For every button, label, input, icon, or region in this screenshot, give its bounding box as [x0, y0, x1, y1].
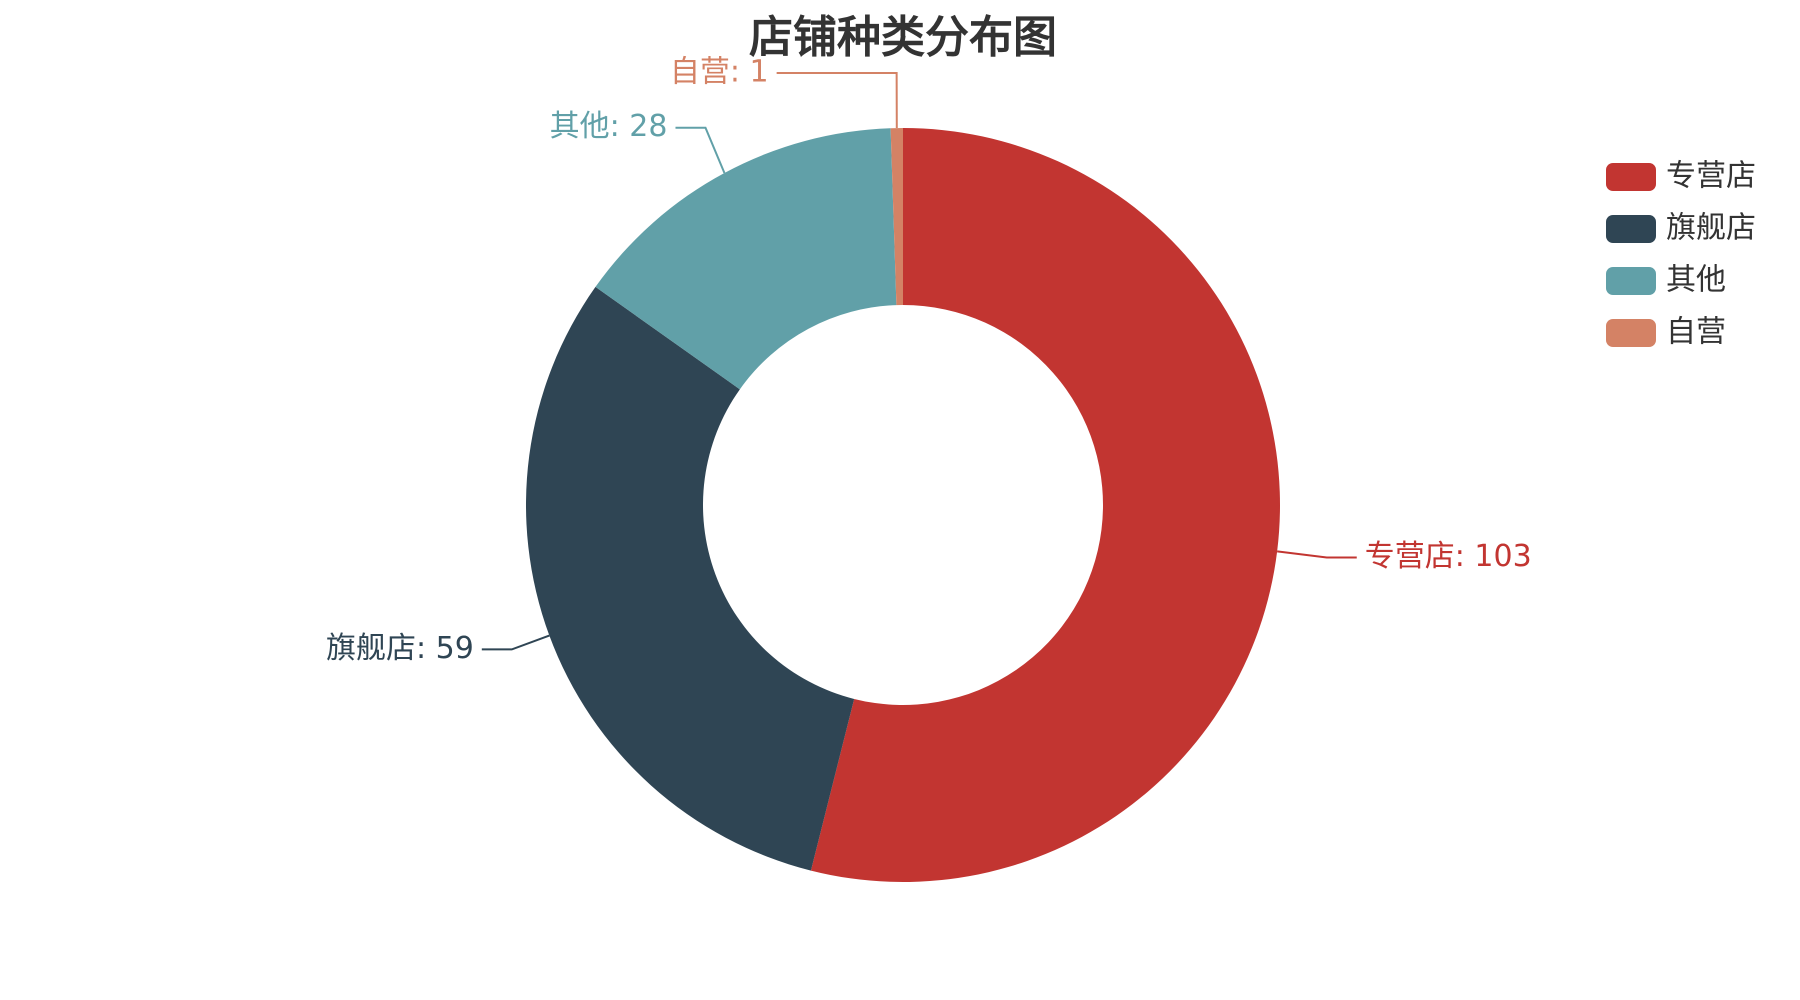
- slice-label-3: 自营: 1: [670, 55, 769, 90]
- donut-slice-2[interactable]: [595, 128, 897, 390]
- legend-item-2[interactable]: 其他: [1606, 263, 1726, 298]
- donut-slices: [526, 128, 1281, 883]
- legend-item-0[interactable]: 专营店: [1606, 159, 1756, 194]
- legend-swatch-3: [1606, 319, 1656, 347]
- legend-label-2: 其他: [1666, 263, 1726, 298]
- donut-slice-3[interactable]: [890, 128, 903, 306]
- legend-label-3: 自营: [1666, 315, 1726, 350]
- legend-swatch-2: [1606, 267, 1656, 295]
- leader-line-2: [675, 126, 726, 174]
- legend-swatch-1: [1606, 215, 1656, 243]
- slice-label-2: 其他: 28: [550, 109, 668, 144]
- slice-label-0: 专营店: 103: [1365, 539, 1532, 574]
- leader-line-3: [776, 72, 898, 129]
- leader-line-1: [481, 634, 550, 651]
- leader-line-0: [1277, 550, 1357, 559]
- legend-swatch-0: [1606, 163, 1656, 191]
- chart-title: 店铺种类分布图: [749, 12, 1057, 63]
- legend-item-1[interactable]: 旗舰店: [1606, 211, 1756, 246]
- donut-slice-1[interactable]: [526, 286, 855, 871]
- legend-label-0: 专营店: [1666, 159, 1756, 194]
- donut-slice-0[interactable]: [810, 128, 1281, 883]
- legend-item-3[interactable]: 自营: [1606, 315, 1726, 350]
- legend-label-1: 旗舰店: [1666, 211, 1756, 246]
- slice-label-1: 旗舰店: 59: [326, 631, 474, 666]
